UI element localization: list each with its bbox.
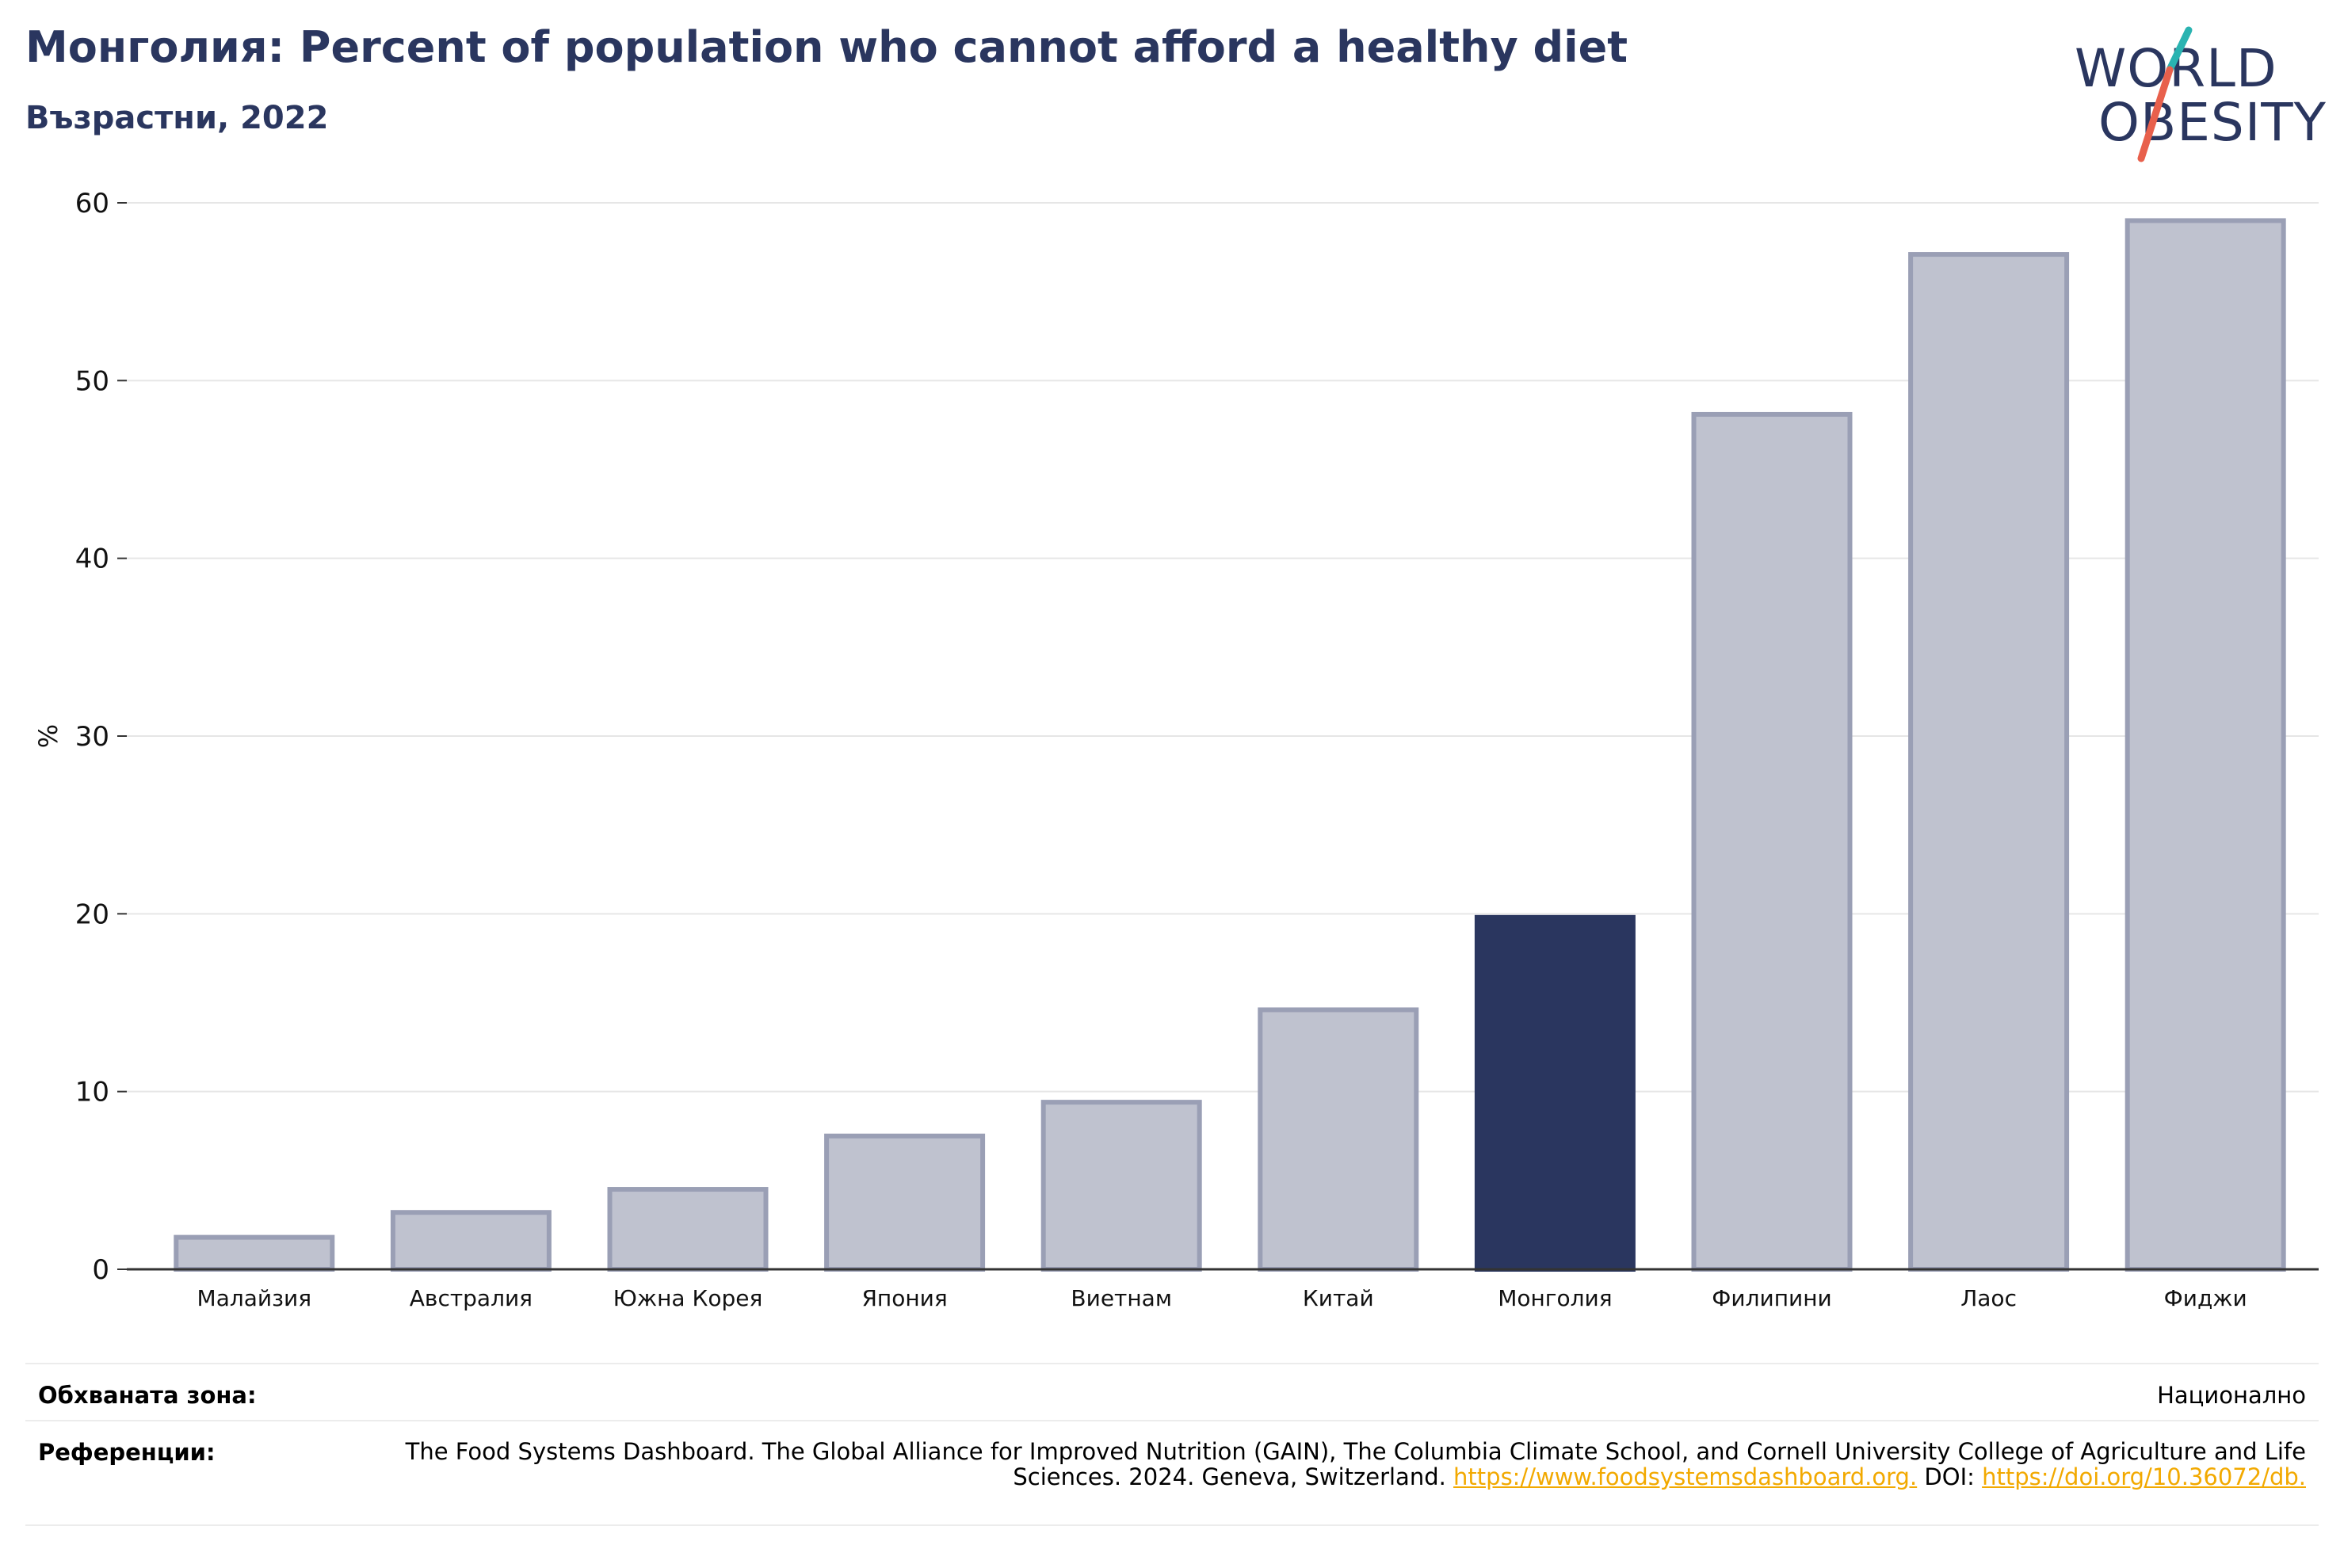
logo-slash-icon: [2137, 26, 2193, 162]
y-axis-label: %: [33, 724, 63, 748]
y-tick-label: 40: [75, 544, 109, 575]
references-link-doi[interactable]: https://doi.org/10.36072/db.: [1982, 1463, 2306, 1490]
coverage-label: Обхваната зона:: [38, 1382, 257, 1409]
x-axis-ticks: Малайзия Австралия Южна Корея Япония Виетнам…: [197, 1285, 2247, 1311]
references-label: Референции:: [38, 1439, 216, 1466]
x-tick-label: Австралия: [410, 1285, 533, 1311]
references-text: The Food Systems Dashboard. The Global A…: [405, 1438, 2306, 1490]
x-tick-label: Китай: [1303, 1285, 1374, 1311]
references-doi-label: DOI:: [1924, 1463, 1975, 1490]
bar-9: [1908, 252, 2070, 1272]
footer-divider-bottom: [25, 1524, 2319, 1526]
y-tick-label: 30: [75, 721, 109, 753]
y-tick-label: 20: [75, 898, 109, 930]
x-tick-label: Южна Корея: [613, 1285, 763, 1311]
footer-divider-middle: [25, 1420, 2319, 1421]
logo-word-obesity: OBESITY: [2098, 92, 2327, 153]
bar-5: [1040, 1100, 1202, 1272]
y-tick-label: 10: [75, 1077, 109, 1108]
bar-1: [174, 1234, 335, 1272]
bars: [174, 218, 2286, 1272]
footer-divider-top: [25, 1363, 2319, 1364]
world-obesity-logo: WORLD OBESITY: [2068, 24, 2330, 166]
x-tick-label: Фиджи: [2164, 1285, 2247, 1311]
x-tick-label: Монголия: [1498, 1285, 1612, 1311]
bar-10: [2124, 218, 2286, 1272]
x-tick-label: Малайзия: [197, 1285, 312, 1311]
bar-7: [1474, 914, 1636, 1272]
bar-6: [1258, 1007, 1419, 1272]
bar-chart: 0 10 20 30 40 50 60 Малайзия Австралия Южна Коре…: [33, 188, 2319, 1311]
bar-4: [824, 1133, 986, 1272]
x-tick-label: Виетнам: [1071, 1285, 1172, 1311]
x-tick-label: Лаос: [1960, 1285, 2017, 1311]
references-link-dashboard[interactable]: https://www.foodsystemsdashboard.org.: [1453, 1463, 1918, 1490]
chart-title: Монголия: Percent of population who cann…: [25, 22, 1628, 72]
y-tick-label: 0: [92, 1254, 109, 1286]
x-tick-label: Филипини: [1712, 1285, 1831, 1311]
y-tick-label: 60: [75, 188, 109, 219]
chart-subtitle: Възрастни, 2022: [25, 100, 329, 136]
bar-3: [607, 1187, 769, 1272]
y-tick-label: 50: [75, 365, 109, 397]
bar-2: [390, 1210, 552, 1272]
coverage-value: Национално: [2157, 1382, 2306, 1409]
references-text-block: The Food Systems Dashboard. The Global A…: [388, 1439, 2306, 1490]
x-tick-label: Япония: [861, 1285, 947, 1311]
y-axis-ticks: 0 10 20 30 40 50 60: [75, 188, 127, 1286]
bar-8: [1691, 411, 1853, 1272]
